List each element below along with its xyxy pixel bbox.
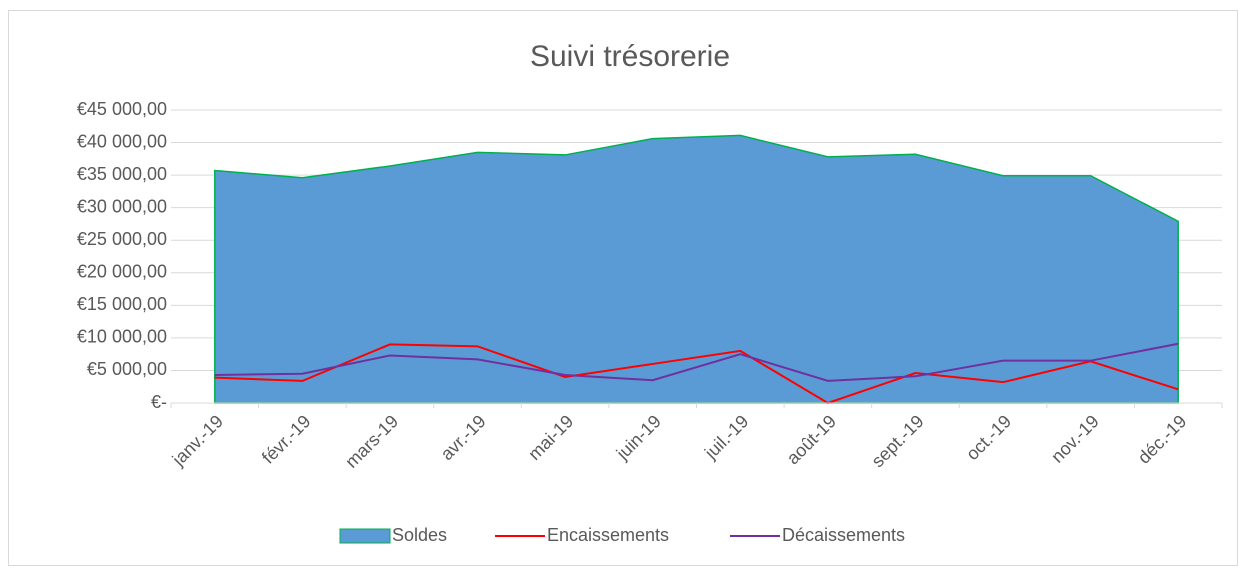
chart-title: Suivi trésorerie	[530, 40, 730, 73]
area	[214, 134, 1179, 404]
legend-swatch	[339, 528, 391, 544]
legend-label: Encaissements	[547, 525, 669, 545]
y-tick-label: €30 000,00	[77, 196, 167, 216]
y-tick-label: €40 000,00	[77, 131, 167, 151]
line	[214, 342, 1179, 382]
y-tick-label: €45 000,00	[77, 99, 167, 119]
y-tick-label: €35 000,00	[77, 164, 167, 184]
y-tick-label: €20 000,00	[77, 262, 167, 282]
legend-label: Soldes	[392, 525, 447, 545]
y-tick-label: €-	[151, 392, 167, 412]
y-tick-label: €10 000,00	[77, 327, 167, 347]
y-tick-label: €25 000,00	[77, 229, 167, 249]
legend-label: Décaissements	[782, 525, 905, 545]
y-tick-label: €15 000,00	[77, 294, 167, 314]
line	[214, 343, 1179, 405]
y-tick-label: €5 000,00	[87, 359, 167, 379]
